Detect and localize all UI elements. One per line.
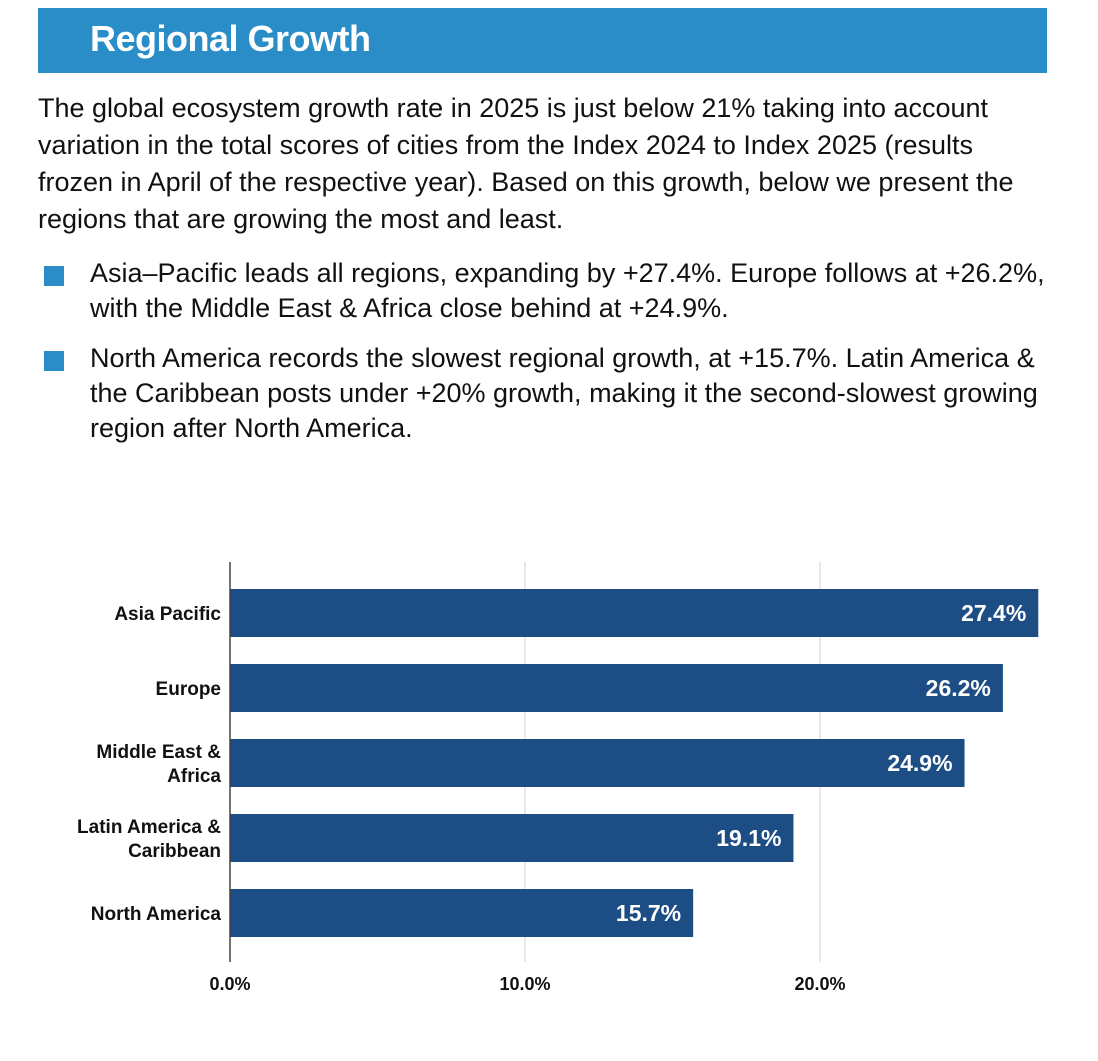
bullet-text: North America records the slowest region… bbox=[90, 343, 1038, 443]
section-title: Regional Growth bbox=[90, 18, 371, 59]
data-label: 19.1% bbox=[716, 825, 781, 851]
bar-chart-svg: 27.4% Asia Pacific 26.2% Europe 24.9% Middle … bbox=[77, 562, 1039, 994]
square-bullet-icon bbox=[44, 266, 64, 286]
bullet-text: Asia–Pacific leads all regions, expandin… bbox=[90, 258, 1045, 323]
bullet-item: North America records the slowest region… bbox=[38, 341, 1050, 446]
data-label: 15.7% bbox=[616, 900, 681, 926]
bullet-item: Asia–Pacific leads all regions, expandin… bbox=[38, 256, 1050, 326]
bar-3 bbox=[230, 814, 794, 862]
data-label: 26.2% bbox=[926, 675, 991, 701]
square-bullet-icon bbox=[44, 351, 64, 371]
intro-paragraph: The global ecosystem growth rate in 2025… bbox=[38, 93, 1014, 234]
category-label: Caribbean bbox=[128, 841, 221, 862]
growth-chart: 27.4% Asia Pacific 26.2% Europe 24.9% Middle … bbox=[0, 540, 1098, 1056]
bar-0 bbox=[230, 589, 1039, 637]
x-tick-label: 10.0% bbox=[499, 974, 550, 994]
x-tick-label: 0.0% bbox=[209, 974, 250, 994]
category-label: North America bbox=[91, 904, 222, 925]
category-label: Africa bbox=[167, 766, 221, 787]
category-label: Europe bbox=[156, 679, 221, 700]
category-label: Latin America & bbox=[77, 817, 221, 838]
key-findings-list: Asia–Pacific leads all regions, expandin… bbox=[38, 256, 1050, 446]
bar-1 bbox=[230, 664, 1003, 712]
category-label: Asia Pacific bbox=[114, 604, 221, 625]
category-label: Middle East & bbox=[96, 742, 221, 763]
x-tick-label: 20.0% bbox=[794, 974, 845, 994]
bar-4 bbox=[230, 889, 694, 937]
data-label: 24.9% bbox=[887, 750, 952, 776]
section-header: Regional Growth bbox=[38, 8, 1047, 73]
bar-2 bbox=[230, 739, 965, 787]
data-label: 27.4% bbox=[961, 600, 1026, 626]
